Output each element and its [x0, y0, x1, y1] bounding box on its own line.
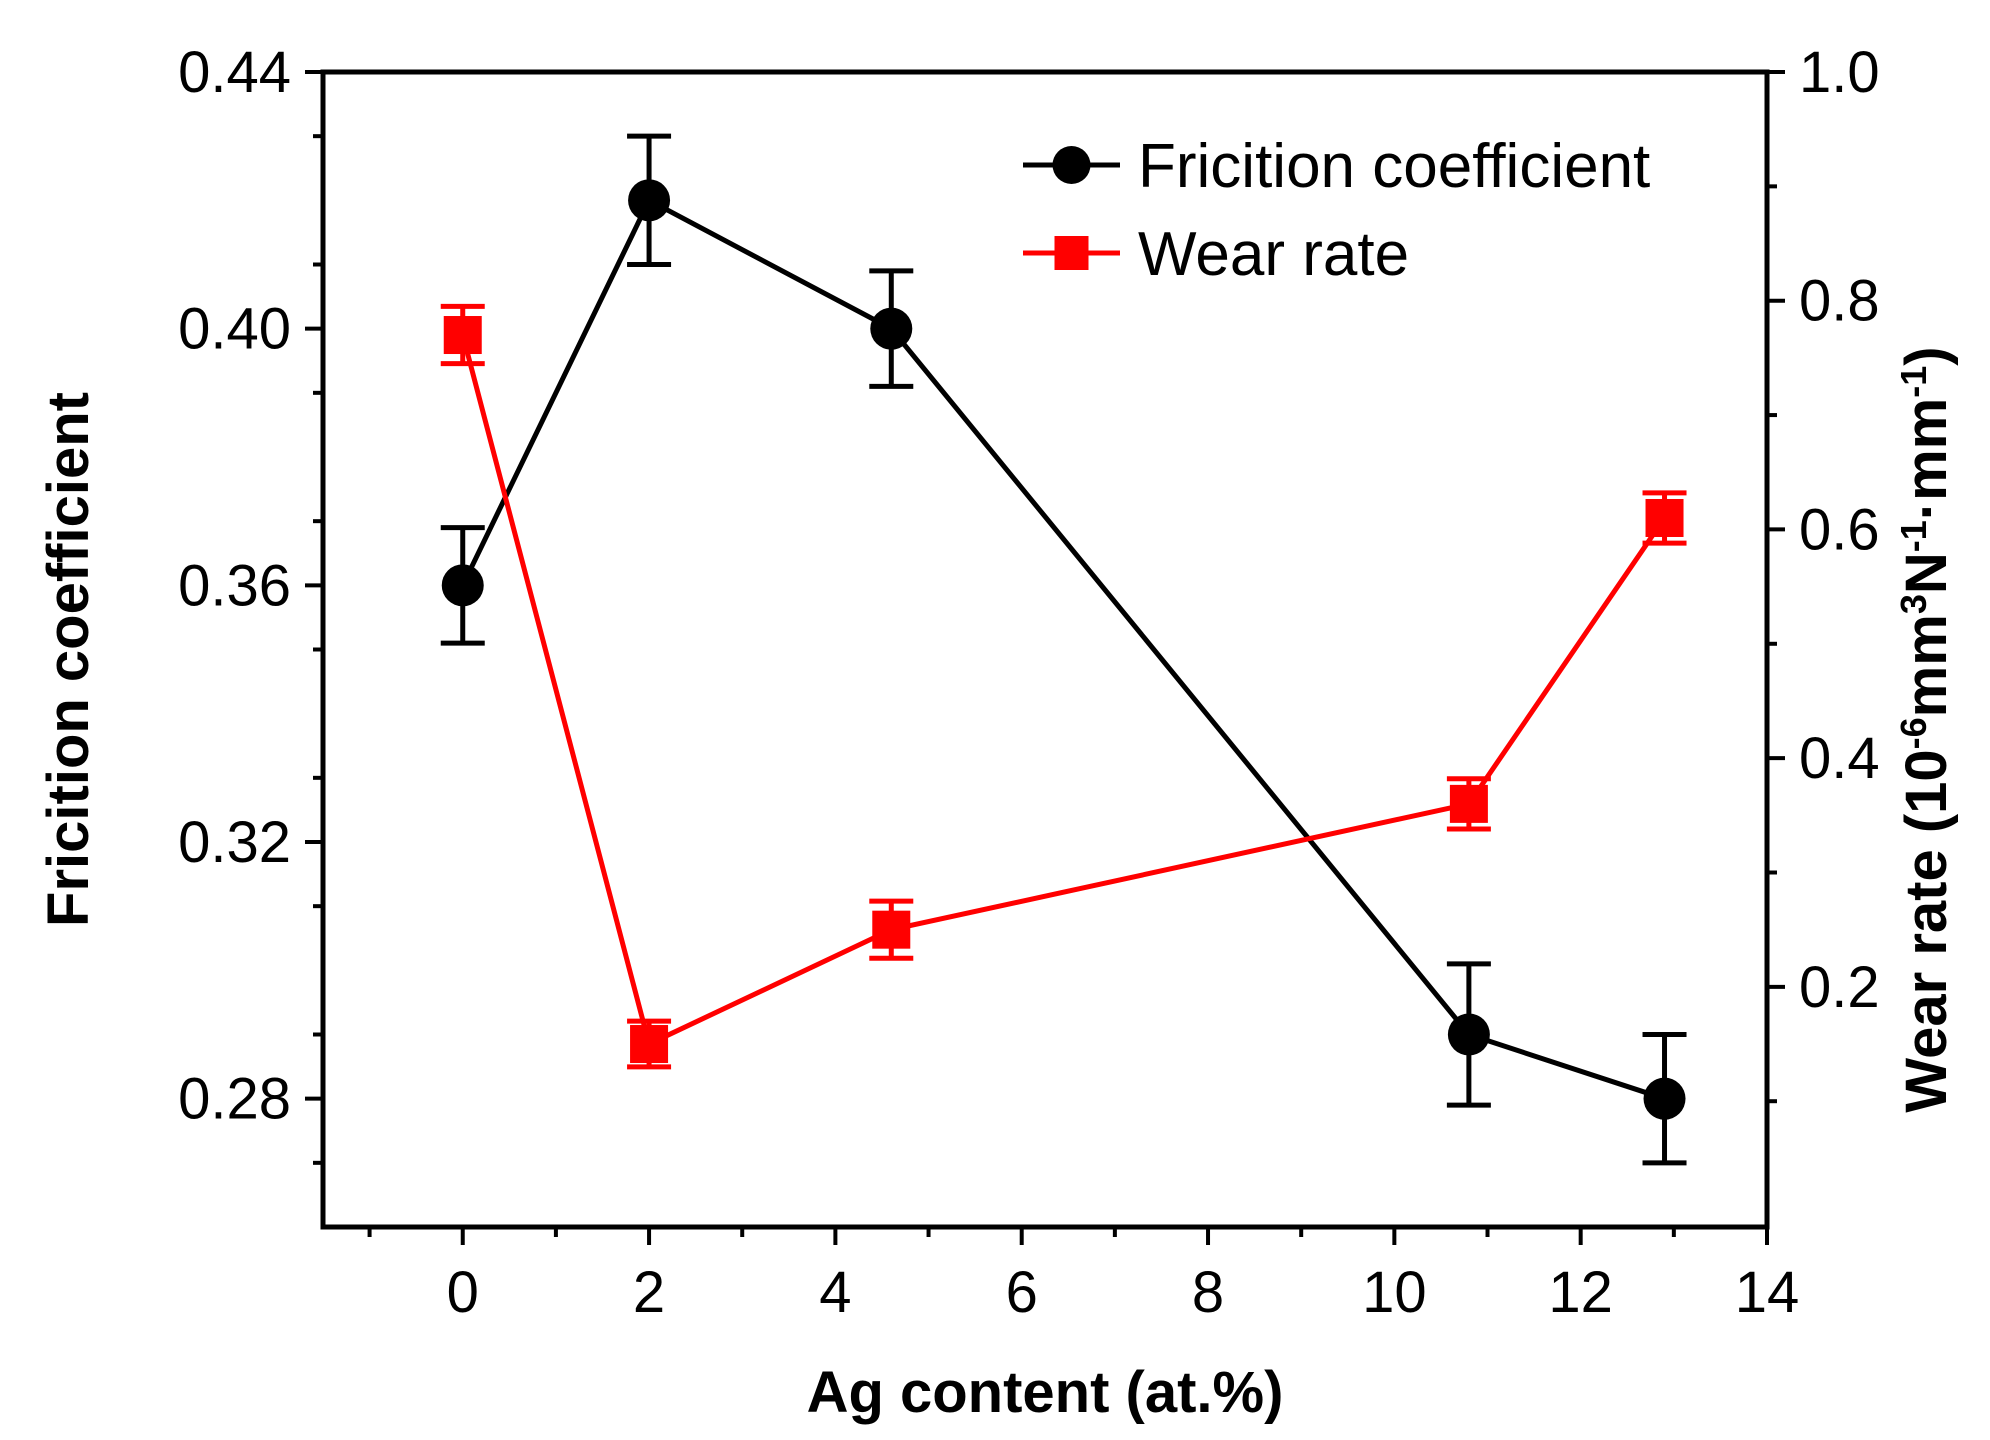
y2-title-mid1: mm	[1894, 614, 1959, 717]
x-tick-label: 8	[1192, 1260, 1224, 1325]
y-axis-title: Fricition coefficient	[36, 392, 101, 927]
data-point	[872, 910, 911, 949]
x-tick-label: 4	[819, 1260, 851, 1325]
y-tick-label: 0.44	[178, 40, 291, 105]
y2-tick-label: 0.4	[1799, 726, 1880, 791]
y2-title-mid3: ·mm	[1894, 398, 1959, 520]
legend-label: Fricition coefficient	[1138, 132, 1650, 201]
y2-title-mid2: N	[1894, 552, 1959, 594]
y2-tick-label: 0.8	[1799, 269, 1880, 334]
y2-title-prefix: Wear rate (10	[1894, 749, 1959, 1112]
legend-marker	[1054, 236, 1089, 270]
legend-item: Fricition coefficient	[1023, 132, 1650, 201]
y2-tick-label: 0.2	[1799, 955, 1880, 1020]
y2-title-exp3: -1	[1893, 520, 1934, 552]
x-tick-label: 10	[1362, 1260, 1427, 1325]
data-point	[870, 307, 913, 350]
series-wear-rate	[440, 303, 1687, 1070]
x-tick-label: 2	[633, 1260, 665, 1325]
plot-frame	[320, 69, 1770, 1230]
y2-tick-label: 0.6	[1799, 497, 1880, 562]
data-point	[628, 179, 671, 222]
series-friction	[440, 133, 1687, 1166]
data-point	[443, 316, 482, 355]
data-point	[1643, 1077, 1686, 1120]
data-point	[441, 564, 484, 607]
y2-title-suffix: )	[1894, 346, 1959, 365]
y2-axis-title: Wear rate (10-6mm3N-1·mm-1)	[1893, 346, 1960, 1112]
y2-title-exp2: 3	[1893, 594, 1934, 614]
data-point	[1645, 498, 1684, 537]
y-tick-label: 0.28	[178, 1067, 291, 1132]
x-axis-title: Ag content (at.%)	[807, 1360, 1284, 1425]
x-tick-label: 12	[1548, 1260, 1613, 1325]
y2-title-exp1: -6	[1893, 717, 1934, 749]
x-tick-label: 6	[1006, 1260, 1038, 1325]
y2-title-exp4: -1	[1893, 366, 1934, 398]
y2-tick-label: 1.0	[1799, 40, 1880, 105]
legend-label: Wear rate	[1138, 220, 1409, 289]
legend-item: Wear rate	[1023, 220, 1409, 289]
data-point	[1447, 1013, 1490, 1056]
x-tick-label: 0	[447, 1260, 479, 1325]
y-tick-label: 0.32	[178, 810, 291, 875]
y-tick-label: 0.40	[178, 297, 291, 362]
data-point	[630, 1025, 669, 1064]
y-tick-label: 0.36	[178, 553, 291, 618]
series-line	[460, 334, 1667, 1048]
legend-marker	[1052, 146, 1091, 184]
data-point	[1449, 784, 1488, 823]
legend: Fricition coefficient Wear rate	[1023, 132, 1650, 289]
x-tick-label: 14	[1735, 1260, 1800, 1325]
